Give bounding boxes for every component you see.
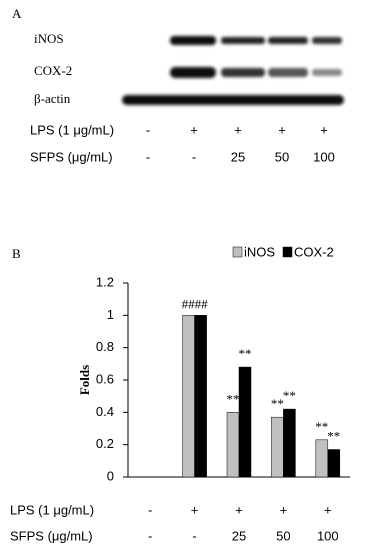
blot-label: β-actin (34, 91, 71, 106)
annotation: ** (227, 391, 240, 406)
bar (226, 412, 240, 478)
treatment-value: 100 (313, 149, 335, 164)
annotation: ** (327, 429, 340, 444)
treatment-value: - (146, 149, 150, 164)
treatment-label: LPS (1 μg/mL) (10, 502, 94, 517)
treatment-value: + (278, 122, 286, 137)
y-tick-label: 0.2 (96, 436, 114, 451)
treatment-value: - (146, 122, 150, 137)
band (268, 68, 308, 77)
legend-label: COX-2 (294, 244, 334, 259)
band (221, 37, 265, 44)
y-tick-label: 1 (107, 307, 114, 322)
y-tick-label: 0.8 (96, 339, 114, 354)
treatment-value: - (148, 528, 152, 543)
y-tick-label: 0.4 (96, 404, 114, 419)
treatment-value: + (191, 502, 199, 517)
band (221, 68, 265, 77)
bar (315, 439, 329, 478)
blot-label: COX-2 (34, 63, 72, 78)
bar (327, 449, 341, 478)
legend-swatch (282, 246, 293, 258)
treatment-value: + (320, 122, 328, 137)
treatment-value: 100 (317, 528, 339, 543)
annotation: #### (182, 296, 209, 311)
band (170, 67, 216, 78)
treatment-label: SFPS (μg/mL) (30, 149, 113, 164)
annotation: ** (315, 419, 328, 434)
treatment-value: 50 (276, 528, 290, 543)
band (170, 36, 216, 45)
treatment-value: + (235, 502, 243, 517)
y-tick-label: 0 (107, 468, 114, 483)
y-tick-label: 1.2 (96, 274, 114, 289)
bar (194, 315, 207, 478)
treatment-value: 50 (275, 149, 289, 164)
treatment-value: - (148, 502, 152, 517)
bar (283, 408, 296, 478)
treatment-value: 25 (232, 528, 246, 543)
y-axis-label: Folds (77, 365, 92, 395)
treatment-value: + (280, 502, 288, 517)
treatment-label: SFPS (μg/mL) (10, 528, 93, 543)
annotation: ** (271, 396, 284, 411)
annotation: ** (239, 346, 252, 361)
treatment-label: LPS (1 μg/mL) (30, 122, 114, 137)
bar (271, 416, 284, 478)
band (312, 69, 342, 76)
treatment-value: + (324, 502, 332, 517)
blot-label: iNOS (34, 31, 64, 46)
treatment-value: - (192, 149, 196, 164)
panel-label: B (12, 246, 21, 261)
y-tick-label: 0.6 (96, 371, 114, 386)
treatment-value: - (192, 528, 196, 543)
band (312, 37, 342, 44)
annotation: ** (283, 388, 296, 403)
blot (122, 36, 344, 105)
bar (238, 366, 252, 478)
panel-label: A (12, 6, 22, 21)
legend-label: iNOS (244, 244, 275, 259)
treatment-value: + (234, 122, 242, 137)
bar (182, 315, 195, 478)
band (268, 37, 308, 44)
legend-swatch (232, 246, 243, 258)
treatment-value: 25 (231, 149, 245, 164)
treatment-value: + (190, 122, 198, 137)
band (122, 95, 344, 105)
